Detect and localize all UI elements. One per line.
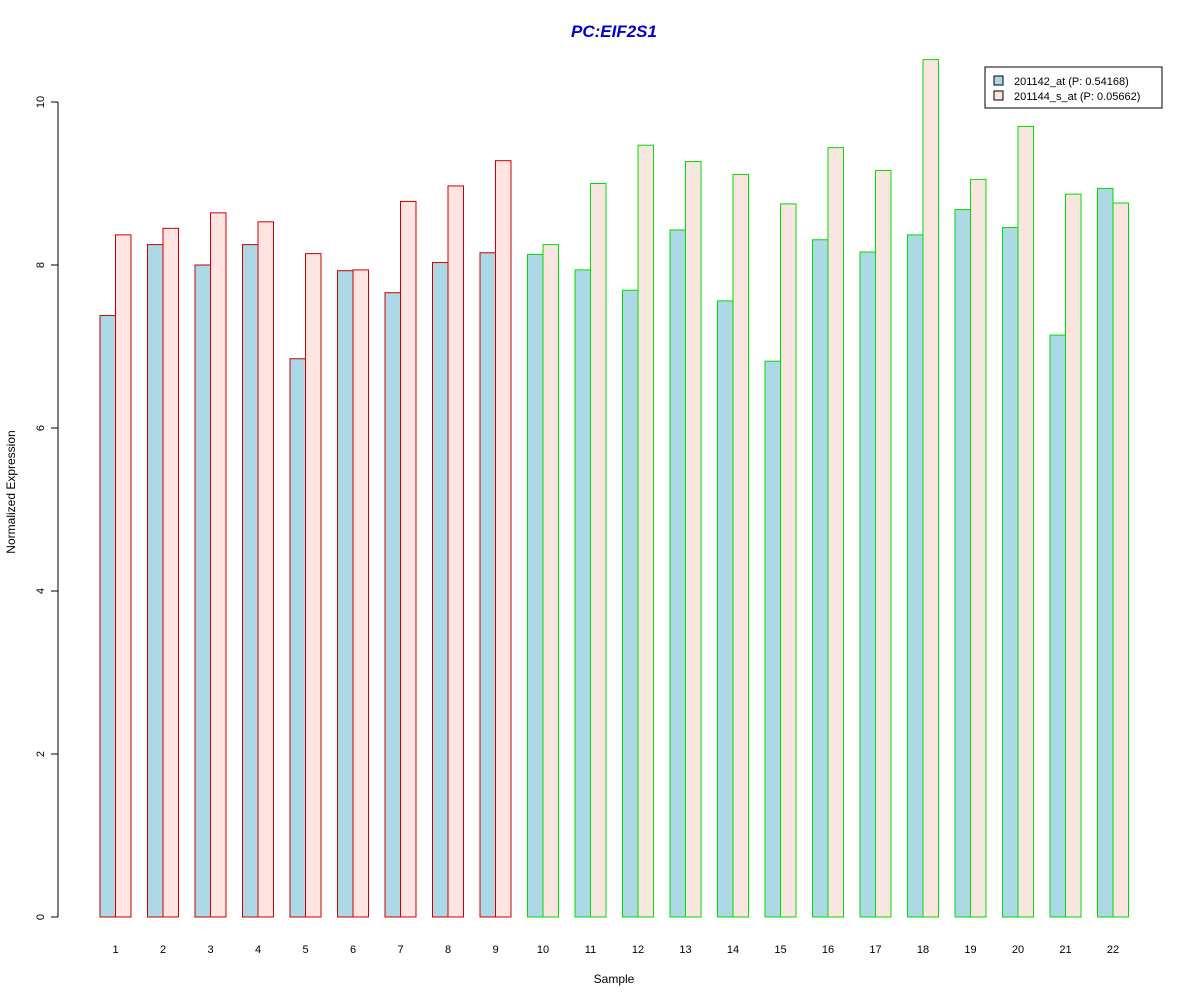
- bar-sample-7-series-2: [400, 200, 417, 918]
- bar-sample-10-series-1: [527, 253, 544, 918]
- bar-sample-20-series-2: [1017, 125, 1034, 918]
- legend-swatch-series-2: [993, 90, 1004, 101]
- bar-sample-17-series-1: [859, 251, 876, 918]
- x-tick-label: 15: [774, 944, 786, 956]
- bar-sample-16-series-2: [827, 147, 844, 918]
- x-tick-label: 18: [917, 944, 929, 956]
- bar-sample-14-series-2: [732, 174, 749, 918]
- legend-label-series-1: 201142_at (P: 0.54168): [1014, 76, 1129, 88]
- bar-sample-2-series-2: [162, 227, 179, 918]
- bar-sample-11-series-1: [574, 269, 591, 918]
- bar-sample-19-series-2: [970, 178, 987, 918]
- bar-sample-18-series-2: [922, 59, 939, 918]
- x-tick-label: 13: [679, 944, 691, 956]
- bar-sample-16-series-1: [812, 239, 829, 918]
- bar-sample-17-series-2: [875, 169, 892, 918]
- bar-sample-15-series-1: [764, 360, 781, 918]
- legend-swatch-series-1: [993, 75, 1004, 86]
- y-tick-label: 10: [35, 96, 47, 108]
- bar-sample-19-series-1: [954, 209, 971, 918]
- y-axis-label: Normalized Expression: [4, 430, 18, 553]
- y-tick-label: 2: [35, 751, 47, 757]
- chart-title: PC:EIF2S1: [571, 22, 657, 41]
- x-tick-label: 14: [727, 944, 739, 956]
- y-tick-label: 6: [35, 425, 47, 431]
- x-tick-label: 3: [207, 944, 213, 956]
- bar-sample-2-series-1: [147, 244, 164, 918]
- x-tick-label: 2: [160, 944, 166, 956]
- bar-sample-12-series-1: [622, 289, 639, 918]
- bar-sample-15-series-2: [780, 203, 797, 918]
- x-tick-label: 1: [112, 944, 118, 956]
- bar-sample-10-series-2: [542, 244, 559, 918]
- bar-sample-6-series-2: [352, 269, 369, 918]
- x-tick-label: 9: [492, 944, 498, 956]
- x-tick-label: 8: [445, 944, 451, 956]
- bar-sample-13-series-1: [669, 229, 686, 918]
- bar-sample-14-series-1: [717, 300, 734, 918]
- y-tick-label: 0: [35, 914, 47, 920]
- legend-label-series-2: 201144_s_at (P: 0.05662): [1014, 91, 1140, 103]
- y-tick-label: 8: [35, 262, 47, 268]
- x-tick-label: 22: [1107, 944, 1119, 956]
- x-tick-label: 6: [350, 944, 356, 956]
- bar-sample-18-series-1: [907, 234, 924, 918]
- x-tick-label: 12: [632, 944, 644, 956]
- y-tick-label: 4: [35, 588, 47, 594]
- y-axis-ticks: 0 2 4 6 8 10: [35, 96, 58, 920]
- bar-sample-4-series-2: [257, 221, 274, 918]
- bar-sample-1-series-2: [115, 234, 132, 918]
- bar-sample-1-series-1: [99, 315, 116, 918]
- x-tick-label: 4: [255, 944, 261, 956]
- x-tick-label: 17: [869, 944, 881, 956]
- bar-sample-21-series-2: [1065, 193, 1082, 918]
- bar-sample-13-series-2: [685, 160, 702, 918]
- bar-sample-22-series-1: [1097, 187, 1114, 918]
- x-tick-label: 16: [822, 944, 834, 956]
- bar-sample-8-series-1: [432, 262, 449, 918]
- bar-sample-20-series-1: [1002, 227, 1019, 918]
- x-axis-tick-labels: 1 2 3 4 5 6 7 8 9 10 11 12 13 14 15 16 17 18 19 20 21 22: [112, 944, 1119, 956]
- x-tick-label: 20: [1012, 944, 1024, 956]
- bar-sample-22-series-2: [1112, 202, 1129, 918]
- x-tick-label: 10: [537, 944, 549, 956]
- x-tick-label: 5: [302, 944, 308, 956]
- x-tick-label: 19: [964, 944, 976, 956]
- bar-sample-3-series-2: [210, 212, 227, 918]
- bar-sample-3-series-1: [194, 264, 211, 918]
- bar-sample-9-series-1: [479, 252, 496, 918]
- legend-box: [984, 66, 1163, 109]
- legend: 201142_at (P: 0.54168) 201144_s_at (P: 0…: [984, 66, 1163, 109]
- bar-sample-12-series-2: [637, 144, 654, 918]
- bar-sample-6-series-1: [337, 270, 354, 918]
- bar-sample-21-series-1: [1049, 334, 1066, 918]
- x-tick-label: 7: [397, 944, 403, 956]
- bar-sample-5-series-2: [305, 253, 322, 918]
- bars-group: [99, 59, 1129, 918]
- bar-sample-11-series-2: [590, 183, 607, 918]
- bar-sample-9-series-2: [495, 160, 512, 918]
- bar-sample-8-series-2: [447, 185, 464, 918]
- bar-sample-5-series-1: [289, 358, 306, 918]
- x-axis-label: Sample: [594, 972, 635, 986]
- bar-sample-7-series-1: [384, 292, 401, 918]
- x-tick-label: 21: [1059, 944, 1071, 956]
- x-tick-label: 11: [585, 944, 596, 956]
- bar-sample-4-series-1: [242, 244, 259, 918]
